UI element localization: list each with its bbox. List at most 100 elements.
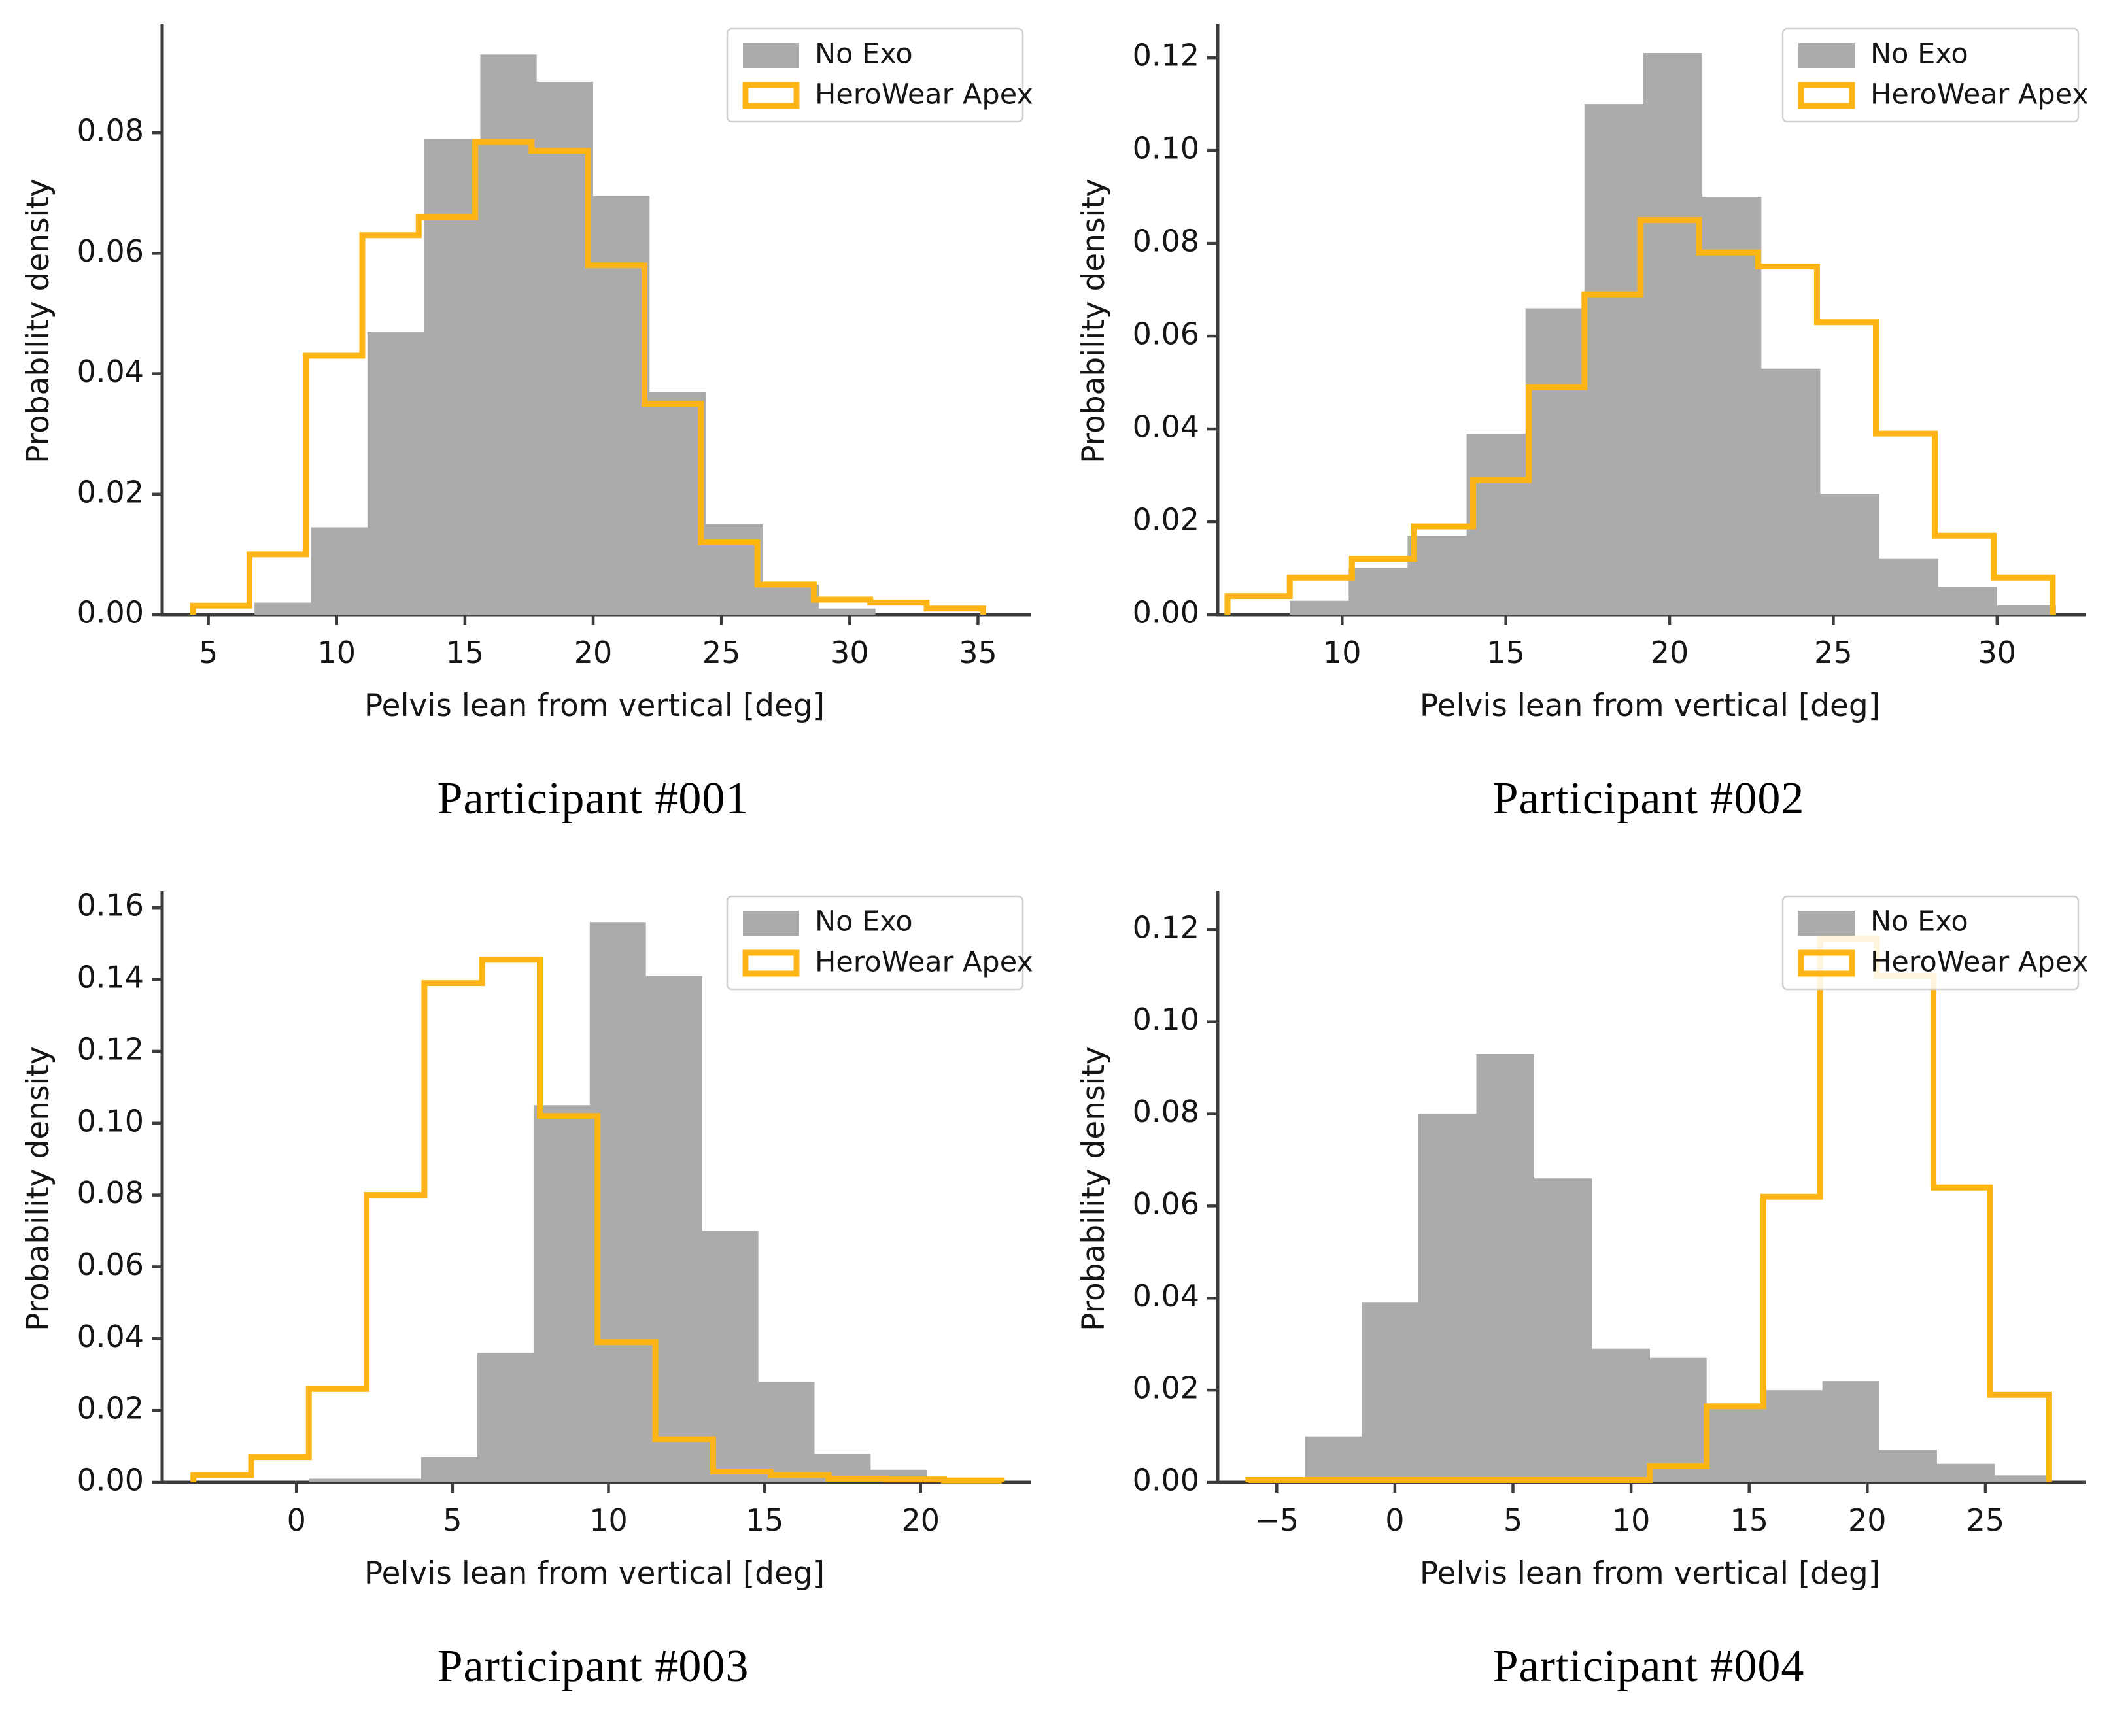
legend-swatch-no-exo bbox=[1798, 911, 1855, 936]
no-exo-histogram bbox=[254, 54, 876, 615]
tick-marks: 0.00 0.02 0.04 0.06 0.08 0.10 0.12 −5 0 5 10 15 20 25 bbox=[1133, 910, 2005, 1538]
legend: No Exo HeroWear Apex bbox=[1781, 27, 2089, 123]
y-tick-label: 0.10 bbox=[1133, 1002, 1199, 1037]
legend-swatch-herowear-apex bbox=[742, 82, 800, 109]
y-tick-label: 0.04 bbox=[77, 354, 144, 389]
y-tick-label: 0.00 bbox=[77, 1463, 144, 1498]
legend-box bbox=[1781, 895, 2080, 991]
chart-cell-participant-003: 0.00 0.02 0.04 0.06 0.08 0.10 0.12 0.14 0.16 0 5 10… bbox=[0, 868, 1056, 1736]
chart-cell-participant-004: 0.00 0.02 0.04 0.06 0.08 0.10 0.12 −5 0 5 10 15 20 25… bbox=[1056, 868, 2111, 1736]
legend-swatch-no-exo bbox=[743, 911, 799, 936]
legend-swatch-herowear-apex bbox=[1798, 949, 1855, 977]
x-tick-label: 15 bbox=[1730, 1503, 1768, 1538]
y-tick-label: 0.04 bbox=[1133, 1278, 1199, 1314]
x-tick-label: 5 bbox=[199, 635, 218, 670]
chart-cell-participant-002: 0.00 0.02 0.04 0.06 0.08 0.10 0.12 10 15 20 25 30 Pe… bbox=[1056, 0, 2111, 868]
y-tick-label: 0.12 bbox=[1133, 38, 1199, 73]
legend-label-no-exo: No Exo bbox=[1870, 38, 1968, 71]
legend-label-herowear-apex: HeroWear Apex bbox=[815, 78, 1033, 111]
y-axis-label: Probability density bbox=[1076, 179, 1112, 464]
y-tick-label: 0.02 bbox=[77, 474, 144, 509]
y-tick-label: 0.00 bbox=[1133, 1463, 1199, 1498]
x-tick-label: 35 bbox=[959, 635, 997, 670]
no-exo-histogram bbox=[1290, 53, 2056, 615]
y-tick-label: 0.10 bbox=[77, 1103, 144, 1138]
tick-marks: 0.00 0.02 0.04 0.06 0.08 0.10 0.12 0.14 0.16 0 5 10… bbox=[77, 888, 940, 1538]
legend-label-herowear-apex: HeroWear Apex bbox=[1870, 946, 2089, 979]
y-tick-label: 0.14 bbox=[77, 960, 144, 995]
x-axis-label: Pelvis lean from vertical [deg] bbox=[364, 1556, 825, 1591]
legend-swatch-herowear-apex bbox=[1798, 82, 1855, 109]
x-tick-label: 10 bbox=[589, 1503, 628, 1538]
y-tick-label: 0.04 bbox=[1133, 409, 1199, 445]
legend: No Exo HeroWear Apex bbox=[726, 27, 1033, 123]
tick-marks: 0.00 0.02 0.04 0.06 0.08 5 10 15 20 25 30 35 bbox=[77, 113, 997, 670]
legend-box bbox=[726, 27, 1024, 123]
x-axis-label: Pelvis lean from vertical [deg] bbox=[1420, 1556, 1880, 1591]
x-tick-label: 20 bbox=[1651, 635, 1689, 670]
herowear-apex-histogram bbox=[1245, 936, 2052, 1483]
legend-label-no-exo: No Exo bbox=[1870, 906, 1968, 938]
x-tick-label: −5 bbox=[1254, 1503, 1299, 1538]
y-tick-label: 0.04 bbox=[77, 1319, 144, 1354]
x-tick-label: 25 bbox=[702, 635, 741, 670]
x-tick-label: 10 bbox=[1323, 635, 1362, 670]
y-tick-label: 0.06 bbox=[77, 1247, 144, 1282]
x-tick-label: 30 bbox=[1978, 635, 2017, 670]
x-tick-label: 20 bbox=[1848, 1503, 1887, 1538]
no-exo-histogram bbox=[309, 922, 927, 1482]
x-tick-label: 5 bbox=[443, 1503, 462, 1538]
y-tick-label: 0.02 bbox=[1133, 1370, 1199, 1406]
participant-001-histogram-plot: 0.00 0.02 0.04 0.06 0.08 5 10 15 20 25 30 35 Pelvis … bbox=[20, 24, 1033, 724]
y-tick-label: 0.06 bbox=[77, 233, 144, 269]
legend: No Exo HeroWear Apex bbox=[1781, 895, 2089, 991]
legend-label-no-exo: No Exo bbox=[815, 38, 913, 71]
chart-cell-participant-001: 0.00 0.02 0.04 0.06 0.08 5 10 15 20 25 30 35 Pelvis … bbox=[0, 0, 1056, 868]
x-tick-label: 0 bbox=[287, 1503, 306, 1538]
y-tick-label: 0.08 bbox=[77, 113, 144, 148]
herowear-apex-histogram bbox=[190, 139, 986, 615]
y-tick-label: 0.12 bbox=[77, 1031, 144, 1066]
participant-002-histogram-plot: 0.00 0.02 0.04 0.06 0.08 0.10 0.12 10 15 20 25 30 Pe… bbox=[1076, 24, 2089, 724]
chart-caption-participant-001: Participant #001 bbox=[437, 774, 749, 824]
y-tick-label: 0.10 bbox=[1133, 131, 1199, 166]
no-exo-histogram bbox=[1248, 1054, 2051, 1482]
chart-caption-participant-003: Participant #003 bbox=[437, 1641, 749, 1692]
y-tick-label: 0.16 bbox=[77, 888, 144, 923]
x-tick-label: 20 bbox=[574, 635, 613, 670]
chart-caption-participant-004: Participant #004 bbox=[1492, 1641, 1805, 1692]
x-tick-label: 20 bbox=[901, 1503, 940, 1538]
x-tick-label: 25 bbox=[1814, 635, 1853, 670]
legend-label-herowear-apex: HeroWear Apex bbox=[815, 946, 1033, 979]
y-tick-label: 0.02 bbox=[1133, 502, 1199, 537]
legend-label-no-exo: No Exo bbox=[815, 906, 913, 938]
y-tick-label: 0.08 bbox=[1133, 1094, 1199, 1129]
y-axis-label: Probability density bbox=[20, 179, 56, 464]
y-tick-label: 0.02 bbox=[77, 1391, 144, 1426]
y-tick-label: 0.08 bbox=[1133, 224, 1199, 259]
y-tick-label: 0.06 bbox=[1133, 1186, 1199, 1221]
legend-box bbox=[726, 895, 1024, 991]
y-axis-label: Probability density bbox=[1076, 1046, 1112, 1331]
x-tick-label: 15 bbox=[746, 1503, 784, 1538]
tick-marks: 0.00 0.02 0.04 0.06 0.08 0.10 0.12 10 15 20 25 30 bbox=[1133, 38, 2016, 670]
participant-004-histogram-plot: 0.00 0.02 0.04 0.06 0.08 0.10 0.12 −5 0 5 10 15 20 25… bbox=[1076, 891, 2089, 1591]
y-axis-label: Probability density bbox=[20, 1046, 56, 1331]
x-axis-label: Pelvis lean from vertical [deg] bbox=[364, 688, 825, 724]
x-tick-label: 5 bbox=[1503, 1503, 1522, 1538]
x-tick-label: 15 bbox=[1486, 635, 1525, 670]
herowear-apex-histogram bbox=[1224, 217, 2056, 615]
x-tick-label: 0 bbox=[1385, 1503, 1404, 1538]
x-axis-label: Pelvis lean from vertical [deg] bbox=[1420, 688, 1880, 724]
x-tick-label: 15 bbox=[446, 635, 485, 670]
y-tick-label: 0.06 bbox=[1133, 316, 1199, 352]
x-tick-label: 30 bbox=[831, 635, 869, 670]
x-tick-label: 10 bbox=[317, 635, 356, 670]
y-tick-label: 0.12 bbox=[1133, 910, 1199, 945]
y-tick-label: 0.08 bbox=[77, 1175, 144, 1210]
legend-box bbox=[1781, 27, 2080, 123]
x-tick-label: 10 bbox=[1612, 1503, 1651, 1538]
y-tick-label: 0.00 bbox=[1133, 595, 1199, 630]
legend-swatch-no-exo bbox=[1798, 43, 1855, 68]
